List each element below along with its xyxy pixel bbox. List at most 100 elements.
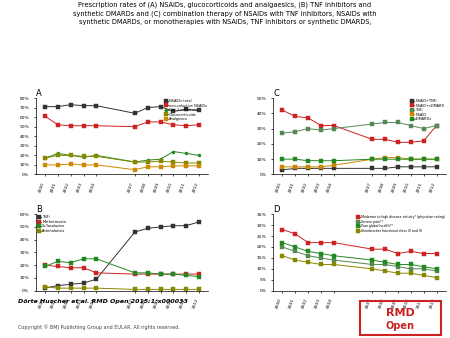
NSAID+TNFi <box>280 168 285 172</box>
TNFi <box>382 120 388 124</box>
non-selective NSAIDs <box>42 114 48 118</box>
Line: NSAIDs total: NSAIDs total <box>44 103 201 115</box>
Steinbrocker functional class III and IV <box>421 273 426 277</box>
sDMARDs <box>369 157 375 161</box>
Moderate to high disease activity* (physician rating) <box>395 251 400 256</box>
Methotrexate <box>94 271 99 275</box>
non-selective NSAIDs <box>171 123 176 127</box>
Line: Moderate to high disease activity* (physician rating): Moderate to high disease activity* (phys… <box>281 228 438 255</box>
sDMARDs <box>408 157 414 161</box>
Methotrexate <box>158 272 163 276</box>
Steinbrocker functional class III and IV <box>306 260 311 264</box>
Line: sDMARDs: sDMARDs <box>281 158 438 162</box>
Poor global health** <box>408 262 414 266</box>
Poor global health** <box>382 260 388 264</box>
TNFi <box>171 224 176 228</box>
Glucocorticoids <box>42 156 48 160</box>
Moderate to high disease activity* (physician rating) <box>331 241 337 245</box>
Analgesics <box>55 163 61 167</box>
Sulfasalazine <box>171 272 176 276</box>
TNFi <box>184 224 189 228</box>
Legend: NSAID+TNFi, NSAID+sDMARD, TNFi, NSAID, sDMARDs: NSAID+TNFi, NSAID+sDMARD, TNFi, NSAID, s… <box>410 99 445 121</box>
TNFi <box>306 126 311 130</box>
non-selective NSAIDs <box>158 120 163 124</box>
Severe pain** <box>318 256 324 260</box>
Antimalarials <box>55 286 61 290</box>
NSAID <box>421 157 426 161</box>
sDMARDs <box>382 157 388 161</box>
Steinbrocker functional class III and IV <box>318 262 324 266</box>
NSAID <box>280 165 285 169</box>
Line: TNFi: TNFi <box>44 220 201 290</box>
Moderate to high disease activity* (physician rating) <box>318 241 324 245</box>
Cox-2 inhibitors <box>132 160 138 164</box>
Methotrexate <box>145 272 150 276</box>
Poor global health** <box>395 262 400 266</box>
Severe pain** <box>280 245 285 249</box>
TNFi <box>280 131 285 135</box>
Poor global health** <box>318 251 324 256</box>
Glucocorticoids <box>196 161 202 165</box>
Severe pain** <box>306 254 311 258</box>
Severe pain** <box>421 267 426 271</box>
non-selective NSAIDs <box>196 123 202 127</box>
Glucocorticoids <box>94 154 99 158</box>
Severe pain** <box>331 258 337 262</box>
Antimalarials <box>184 287 189 291</box>
Poor global health** <box>280 241 285 245</box>
Analgesics <box>145 165 150 169</box>
Methotrexate <box>55 264 61 268</box>
Glucocorticoids <box>132 160 138 164</box>
Line: Sulfasalazine: Sulfasalazine <box>44 257 201 278</box>
Sulfasalazine <box>81 257 86 261</box>
Cox-2 inhibitors <box>68 153 73 158</box>
Methotrexate <box>68 266 73 270</box>
NSAIDs total <box>171 110 176 114</box>
non-selective NSAIDs <box>94 124 99 128</box>
Steinbrocker functional class III and IV <box>382 269 388 273</box>
NSAIDs total <box>184 107 189 112</box>
Analgesics <box>184 164 189 168</box>
NSAIDs total <box>158 104 163 108</box>
non-selective NSAIDs <box>145 120 150 124</box>
Poor global health** <box>434 267 439 271</box>
NSAID+sDMARD <box>306 116 311 120</box>
NSAID <box>292 165 298 169</box>
TNFi <box>331 126 337 130</box>
Text: Prescription rates of (A) NSAIDs, glucocorticoids and analgaesics, (B) TNF inhib: Prescription rates of (A) NSAIDs, glucoc… <box>73 2 377 25</box>
NSAID+TNFi <box>408 165 414 169</box>
Text: D: D <box>274 205 280 214</box>
Line: Severe pain**: Severe pain** <box>281 245 438 272</box>
Legend: Moderate to high disease activity* (physician rating), Severe pain**, Poor globa: Moderate to high disease activity* (phys… <box>356 215 445 233</box>
TNFi <box>369 122 375 126</box>
Sulfasalazine <box>196 275 202 279</box>
Moderate to high disease activity* (physician rating) <box>292 232 298 236</box>
Methotrexate <box>132 272 138 276</box>
Line: Antimalarials: Antimalarials <box>44 285 201 291</box>
Moderate to high disease activity* (physician rating) <box>382 247 388 251</box>
Text: RMD: RMD <box>386 308 415 318</box>
TNFi <box>292 130 298 134</box>
Line: Analgesics: Analgesics <box>44 163 201 171</box>
Analgesics <box>158 165 163 169</box>
NSAID+TNFi <box>421 165 426 169</box>
NSAID <box>369 157 375 161</box>
NSAIDs total <box>145 105 150 110</box>
Sulfasalazine <box>158 272 163 276</box>
Text: C: C <box>274 89 279 98</box>
NSAIDs total <box>94 104 99 108</box>
Cox-2 inhibitors <box>196 153 202 158</box>
Antimalarials <box>171 287 176 291</box>
Steinbrocker functional class III and IV <box>331 262 337 266</box>
Text: B: B <box>36 205 42 214</box>
NSAID+sDMARD <box>331 123 337 127</box>
TNFi <box>408 123 414 127</box>
Sulfasalazine <box>55 259 61 263</box>
Methotrexate <box>196 272 202 276</box>
Antimalarials <box>94 286 99 290</box>
NSAID+TNFi <box>292 166 298 170</box>
NSAIDs total <box>81 104 86 108</box>
Cox-2 inhibitors <box>81 155 86 159</box>
sDMARDs <box>421 157 426 161</box>
Analgesics <box>94 163 99 167</box>
